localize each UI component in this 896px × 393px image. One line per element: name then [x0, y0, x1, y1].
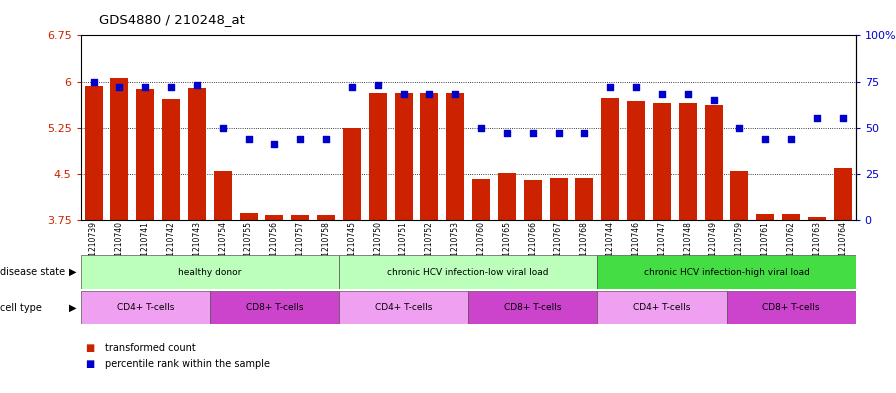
- Bar: [523, 180, 542, 220]
- Bar: [317, 215, 335, 220]
- Bar: [730, 171, 748, 220]
- Point: [836, 116, 850, 122]
- Bar: [162, 99, 180, 220]
- Bar: [239, 213, 258, 220]
- Bar: [368, 93, 387, 220]
- Bar: [291, 215, 309, 220]
- Bar: [575, 178, 593, 220]
- Bar: [627, 101, 645, 220]
- Point: [655, 91, 669, 97]
- Bar: [343, 128, 361, 220]
- Point: [164, 84, 178, 90]
- Point: [293, 136, 307, 142]
- Text: CD4+ T-cells: CD4+ T-cells: [633, 303, 691, 312]
- Bar: [598, 255, 856, 289]
- Bar: [446, 93, 464, 220]
- Text: ■: ■: [85, 358, 94, 369]
- Point: [629, 84, 643, 90]
- Point: [86, 79, 100, 85]
- Point: [474, 125, 488, 131]
- Text: CD4+ T-cells: CD4+ T-cells: [116, 303, 174, 312]
- Bar: [472, 179, 490, 220]
- Bar: [678, 103, 697, 220]
- Bar: [339, 291, 468, 324]
- Text: ▶: ▶: [69, 267, 76, 277]
- Bar: [468, 291, 598, 324]
- Point: [577, 130, 591, 136]
- Point: [526, 130, 540, 136]
- Bar: [598, 291, 727, 324]
- Bar: [704, 105, 723, 220]
- Point: [190, 82, 204, 88]
- Bar: [808, 217, 826, 220]
- Bar: [420, 93, 438, 220]
- Point: [448, 91, 462, 97]
- Bar: [601, 98, 619, 220]
- Bar: [210, 291, 339, 324]
- Bar: [498, 173, 516, 220]
- Point: [603, 84, 617, 90]
- Bar: [727, 291, 856, 324]
- Point: [500, 130, 514, 136]
- Bar: [265, 215, 283, 220]
- Bar: [339, 255, 598, 289]
- Bar: [81, 291, 210, 324]
- Bar: [756, 214, 774, 220]
- Point: [551, 130, 565, 136]
- Bar: [110, 79, 128, 220]
- Text: percentile rank within the sample: percentile rank within the sample: [105, 358, 270, 369]
- Text: ■: ■: [85, 343, 94, 353]
- Point: [112, 84, 126, 90]
- Point: [216, 125, 230, 131]
- Bar: [136, 89, 154, 220]
- Bar: [394, 93, 413, 220]
- Text: CD8+ T-cells: CD8+ T-cells: [762, 303, 820, 312]
- Text: ▶: ▶: [69, 303, 76, 312]
- Point: [241, 136, 255, 142]
- Text: disease state: disease state: [0, 267, 65, 277]
- Point: [422, 91, 436, 97]
- Point: [706, 97, 720, 103]
- Bar: [213, 171, 232, 220]
- Text: CD4+ T-cells: CD4+ T-cells: [375, 303, 432, 312]
- Bar: [833, 168, 852, 220]
- Bar: [549, 178, 568, 220]
- Point: [267, 141, 281, 147]
- Point: [681, 91, 695, 97]
- Text: healthy donor: healthy donor: [178, 268, 242, 277]
- Text: CD8+ T-cells: CD8+ T-cells: [504, 303, 562, 312]
- Point: [138, 84, 152, 90]
- Bar: [188, 88, 206, 220]
- Point: [784, 136, 798, 142]
- Point: [371, 82, 385, 88]
- Point: [396, 91, 410, 97]
- Point: [319, 136, 333, 142]
- Bar: [81, 255, 339, 289]
- Bar: [653, 103, 671, 220]
- Point: [732, 125, 746, 131]
- Text: cell type: cell type: [0, 303, 42, 312]
- Point: [345, 84, 359, 90]
- Text: transformed count: transformed count: [105, 343, 195, 353]
- Bar: [84, 86, 103, 220]
- Text: GDS4880 / 210248_at: GDS4880 / 210248_at: [99, 13, 245, 26]
- Bar: [782, 214, 800, 220]
- Text: chronic HCV infection-high viral load: chronic HCV infection-high viral load: [643, 268, 809, 277]
- Point: [758, 136, 772, 142]
- Text: CD8+ T-cells: CD8+ T-cells: [246, 303, 303, 312]
- Text: chronic HCV infection-low viral load: chronic HCV infection-low viral load: [387, 268, 549, 277]
- Point: [810, 116, 824, 122]
